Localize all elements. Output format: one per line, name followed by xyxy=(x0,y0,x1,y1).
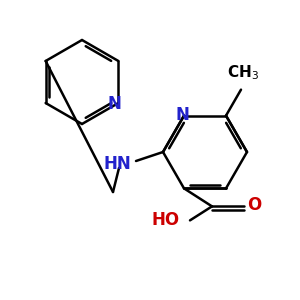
Text: N: N xyxy=(175,106,189,124)
Text: HN: HN xyxy=(103,155,131,173)
Text: CH$_3$: CH$_3$ xyxy=(227,63,259,82)
Text: HO: HO xyxy=(152,212,180,230)
Text: O: O xyxy=(247,196,261,214)
Text: N: N xyxy=(107,95,121,113)
